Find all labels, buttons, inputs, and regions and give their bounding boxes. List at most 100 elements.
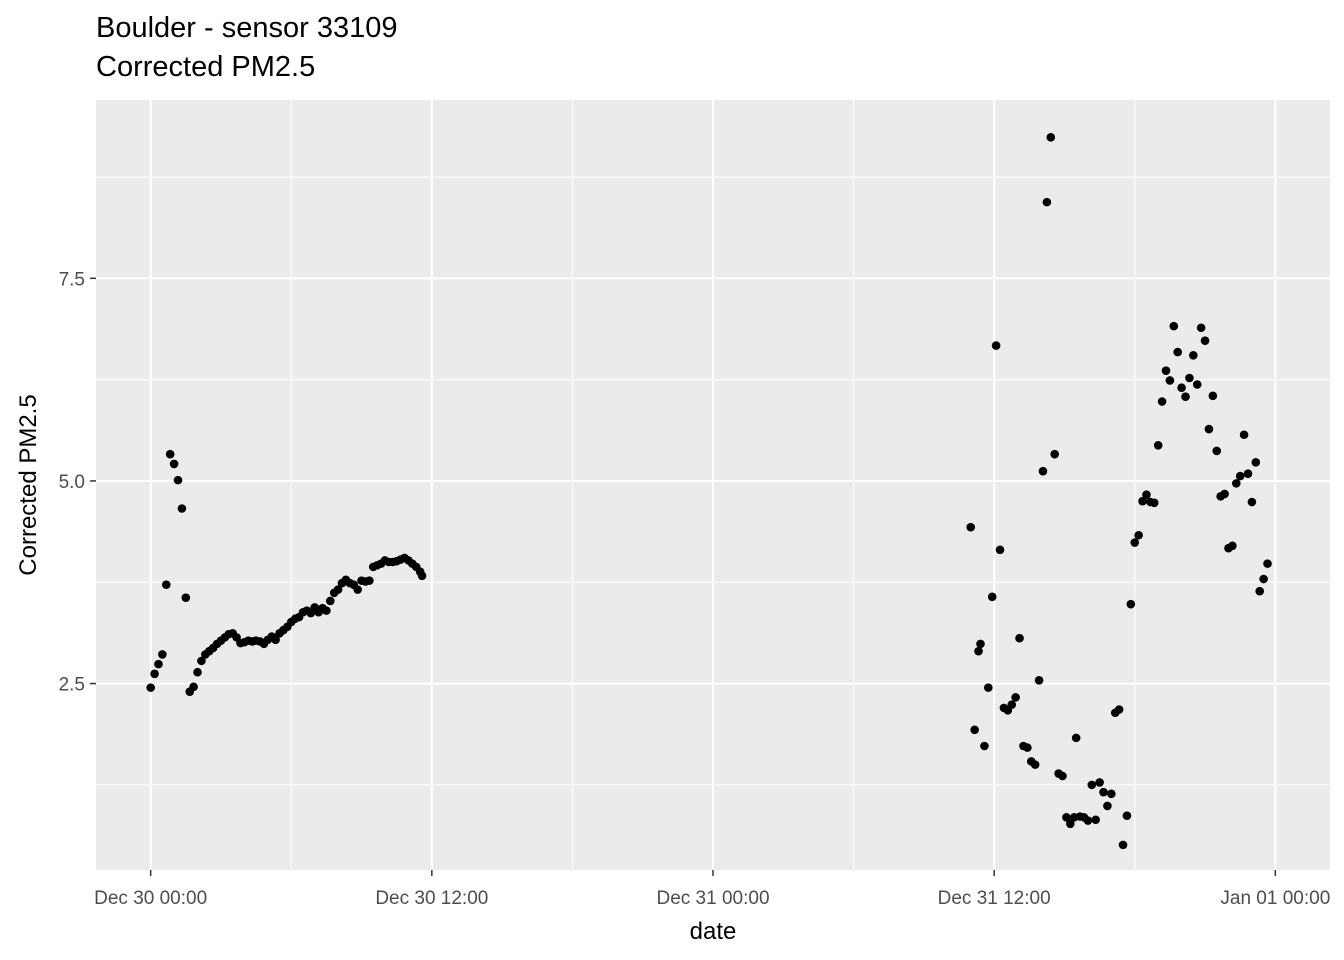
y-axis: 2.5 5.0 7.5 — [59, 269, 96, 696]
data-point — [1023, 743, 1032, 752]
data-point — [1157, 397, 1167, 406]
data-point — [1192, 380, 1202, 389]
data-point — [1107, 789, 1116, 799]
data-points — [146, 132, 1272, 850]
data-point — [1046, 132, 1056, 142]
data-point — [984, 683, 993, 692]
data-point — [197, 656, 206, 666]
data-point — [353, 585, 362, 594]
data-point — [1259, 574, 1268, 584]
data-point — [1231, 479, 1241, 488]
data-point — [1189, 351, 1198, 360]
data-point — [417, 571, 427, 581]
data-point — [991, 341, 1001, 350]
data-point — [169, 459, 179, 469]
data-point — [995, 545, 1005, 555]
data-point — [966, 522, 976, 532]
data-point — [1050, 449, 1059, 459]
chart-title: Boulder - sensor 33109 — [96, 12, 398, 44]
x-tick-label: Jan 01 00:00 — [1220, 888, 1330, 909]
chart-subtitle: Corrected PM2.5 — [96, 51, 316, 83]
data-point — [1243, 469, 1253, 478]
y-tick-label: 7.5 — [59, 269, 85, 290]
data-point — [976, 639, 985, 649]
data-point — [1239, 430, 1249, 440]
data-point — [181, 593, 191, 602]
data-point — [980, 741, 989, 751]
data-point — [1030, 760, 1040, 769]
x-axis: Dec 30 00:00 Dec 30 12:00 Dec 31 00:00 Dec … — [94, 870, 1330, 909]
data-point — [177, 504, 187, 513]
data-point — [1099, 787, 1108, 797]
y-tick-label: 5.0 — [59, 472, 85, 493]
data-point — [333, 585, 343, 594]
data-point — [173, 475, 183, 485]
data-point — [146, 683, 155, 692]
x-tick-label: Dec 30 00:00 — [94, 888, 207, 909]
data-point — [1247, 497, 1257, 507]
data-point — [326, 596, 335, 606]
x-tick-label: Dec 30 12:00 — [375, 888, 488, 909]
data-point — [1091, 815, 1100, 825]
data-point — [1130, 538, 1140, 547]
data-point — [1011, 693, 1020, 702]
data-point — [1103, 801, 1112, 811]
data-point — [150, 669, 159, 679]
data-point — [1122, 811, 1132, 820]
data-point — [271, 635, 280, 645]
data-point — [1220, 489, 1229, 499]
data-point — [1114, 705, 1124, 714]
data-point — [1165, 376, 1175, 385]
y-axis-label: Corrected PM2.5 — [15, 394, 42, 575]
data-point — [1062, 813, 1071, 822]
data-point — [970, 725, 979, 735]
data-point — [1071, 733, 1081, 743]
data-point — [1185, 373, 1194, 383]
data-point — [1066, 819, 1075, 829]
data-point — [1251, 458, 1261, 467]
x-tick-label: Dec 31 12:00 — [938, 888, 1051, 909]
data-point — [165, 449, 175, 459]
data-point — [1263, 559, 1272, 568]
data-point — [1126, 599, 1136, 609]
data-point — [1208, 391, 1218, 401]
data-point — [1200, 336, 1210, 346]
data-point — [1058, 771, 1067, 781]
data-point — [1181, 392, 1190, 401]
data-point — [1007, 700, 1017, 709]
data-point — [1196, 323, 1206, 333]
data-point — [1173, 347, 1183, 357]
y-tick-label: 2.5 — [59, 675, 85, 696]
data-point — [1015, 633, 1024, 643]
data-point — [1087, 780, 1097, 790]
data-point — [1204, 424, 1214, 434]
data-point — [158, 650, 167, 659]
data-point — [987, 592, 997, 602]
data-point — [193, 667, 202, 677]
data-point — [1153, 440, 1163, 450]
data-point — [1228, 541, 1237, 551]
data-point — [1235, 471, 1245, 481]
data-point — [189, 682, 198, 692]
x-tick-label: Dec 31 00:00 — [656, 888, 769, 909]
data-point — [1134, 530, 1143, 540]
x-axis-label: date — [690, 918, 737, 945]
data-point — [154, 659, 163, 669]
data-point — [365, 576, 374, 585]
data-point — [1038, 466, 1048, 476]
data-point — [1255, 586, 1265, 596]
data-point — [1161, 366, 1171, 376]
data-point — [1142, 490, 1151, 500]
data-point — [322, 606, 331, 615]
data-point — [1177, 383, 1186, 393]
data-point — [1042, 197, 1052, 207]
data-point — [1138, 496, 1147, 506]
data-point — [1212, 446, 1222, 456]
data-point — [1083, 816, 1093, 825]
data-point — [161, 580, 171, 589]
data-point — [1169, 321, 1179, 331]
data-point — [1118, 840, 1128, 850]
grid-lines — [96, 100, 1330, 870]
data-point — [1034, 676, 1044, 685]
